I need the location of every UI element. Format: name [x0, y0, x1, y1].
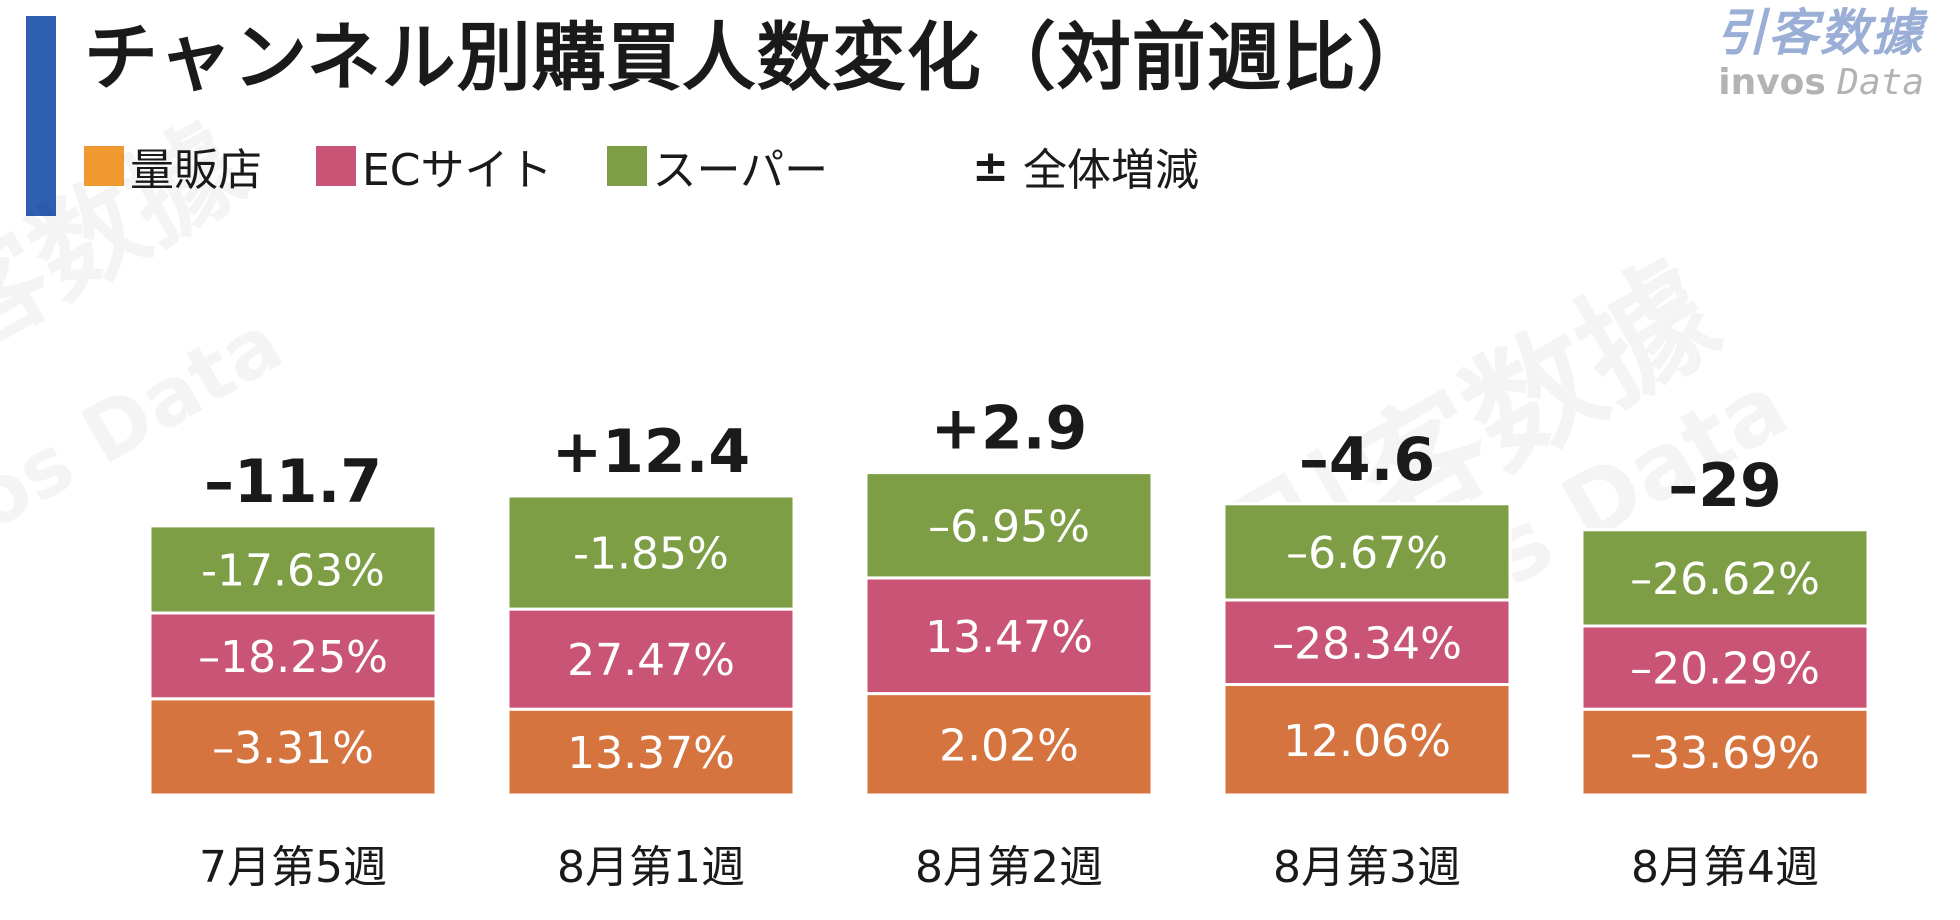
total-change-label: –29	[1668, 451, 1782, 521]
segment-value-label: -1.85%	[573, 529, 729, 580]
legend-label-supermarket: スーパー	[652, 145, 829, 196]
segment-value-label: –3.31%	[212, 723, 374, 774]
x-axis-tick-label: 8月第3週	[1273, 842, 1461, 893]
segment-value-label: -17.63%	[201, 545, 385, 596]
chart-labels: –3.31% –18.25% -17.63% –11.7 7月第5週 13.37% 27.4…	[198, 394, 1820, 893]
legend-swatch-mass-retailer	[84, 146, 124, 186]
bar-segment-mass-retailer	[1222, 683, 1512, 797]
x-axis-tick-label: 7月第5週	[199, 842, 387, 893]
x-axis-tick-label: 8月第4週	[1631, 842, 1819, 893]
segment-value-label: –20.29%	[1630, 644, 1820, 695]
segment-value-label: 13.37%	[567, 728, 735, 779]
legend-label-ec-site: ECサイト	[362, 145, 553, 196]
segment-value-label: 27.47%	[567, 635, 735, 686]
segment-value-label: –26.62%	[1630, 554, 1820, 605]
brand-logo: 引客数據 invos Data	[1716, 6, 1924, 103]
chart-bars	[148, 471, 1870, 797]
bar-segment-mass-retailer	[1580, 707, 1870, 797]
bar-segment-mass-retailer	[864, 692, 1154, 797]
legend-item-supermarket: スーパー	[606, 134, 829, 198]
bar-segment-supermarket	[506, 494, 796, 611]
total-change-label: –4.6	[1299, 425, 1435, 495]
bar-segment-supermarket	[148, 524, 438, 615]
logo-english-text: invos Data	[1716, 63, 1924, 103]
segment-value-label: 12.06%	[1283, 716, 1451, 767]
title-accent-bar	[26, 16, 56, 216]
x-axis-tick-label: 8月第1週	[557, 842, 745, 893]
page-title: チャンネル別購買人数変化（対前週比）	[84, 15, 1432, 101]
segment-value-label: –6.67%	[1286, 528, 1448, 579]
segment-value-label: 13.47%	[925, 612, 1093, 663]
logo-english-bold: invos	[1718, 62, 1826, 103]
bar-segment-ec-site	[1580, 624, 1870, 711]
legend-label-mass-retailer: 量販店	[130, 145, 262, 196]
legend-swatch-ec-site	[316, 146, 356, 186]
bar-segment-mass-retailer	[506, 707, 796, 797]
segment-value-label: –6.95%	[928, 501, 1090, 552]
segment-value-label: 2.02%	[939, 720, 1079, 771]
segment-value-label: –28.34%	[1272, 618, 1462, 669]
bar-segment-ec-site	[864, 576, 1154, 696]
segment-value-label: –18.25%	[198, 632, 388, 683]
bar-segment-ec-site	[148, 611, 438, 701]
bar-segment-mass-retailer	[148, 697, 438, 797]
bar-segment-supermarket	[864, 471, 1154, 580]
total-change-label: +2.9	[931, 394, 1088, 464]
legend-item-mass-retailer: 量販店	[84, 134, 262, 198]
plus-minus-icon: ±	[972, 140, 1009, 192]
legend-swatch-supermarket	[606, 146, 647, 186]
x-axis-tick-label: 8月第2週	[915, 842, 1103, 893]
segment-value-label: –33.69%	[1630, 728, 1820, 779]
total-change-label: +12.4	[552, 417, 750, 487]
legend-label-total-change: 全体増減	[1022, 145, 1199, 196]
logo-chinese-text: 引客数據	[1716, 4, 1924, 62]
total-change-label: –11.7	[204, 447, 382, 517]
bar-segment-supermarket	[1580, 528, 1870, 628]
legend-item-ec-site: ECサイト	[316, 134, 553, 198]
bar-segment-ec-site	[506, 607, 796, 711]
legend-item-total-change: ± 全体増減	[972, 134, 1199, 198]
chart-legend: 量販店 ECサイト スーパー ± 全体増減	[84, 138, 1199, 196]
bar-segment-supermarket	[1222, 502, 1512, 602]
logo-english-italic: Data	[1837, 62, 1924, 103]
